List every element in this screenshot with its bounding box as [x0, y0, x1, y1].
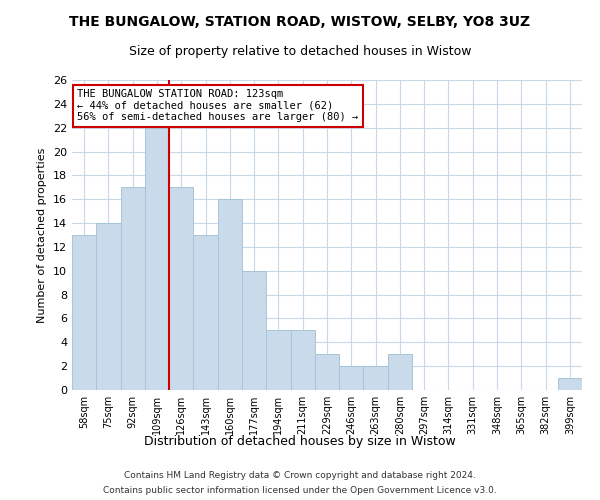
Bar [72, 235, 96, 390]
Bar [388, 354, 412, 390]
Bar [121, 188, 145, 390]
Bar [558, 378, 582, 390]
Text: THE BUNGALOW STATION ROAD: 123sqm
← 44% of detached houses are smaller (62)
56% : THE BUNGALOW STATION ROAD: 123sqm ← 44% … [77, 90, 358, 122]
Bar [169, 188, 193, 390]
Y-axis label: Number of detached properties: Number of detached properties [37, 148, 47, 322]
Text: Size of property relative to detached houses in Wistow: Size of property relative to detached ho… [129, 45, 471, 58]
Bar [218, 199, 242, 390]
Text: Distribution of detached houses by size in Wistow: Distribution of detached houses by size … [144, 435, 456, 448]
Bar [145, 128, 169, 390]
Bar [266, 330, 290, 390]
Bar [364, 366, 388, 390]
Text: Contains HM Land Registry data © Crown copyright and database right 2024.: Contains HM Land Registry data © Crown c… [124, 471, 476, 480]
Bar [96, 223, 121, 390]
Bar [290, 330, 315, 390]
Bar [193, 235, 218, 390]
Bar [242, 271, 266, 390]
Text: Contains public sector information licensed under the Open Government Licence v3: Contains public sector information licen… [103, 486, 497, 495]
Bar [339, 366, 364, 390]
Bar [315, 354, 339, 390]
Text: THE BUNGALOW, STATION ROAD, WISTOW, SELBY, YO8 3UZ: THE BUNGALOW, STATION ROAD, WISTOW, SELB… [70, 15, 530, 29]
